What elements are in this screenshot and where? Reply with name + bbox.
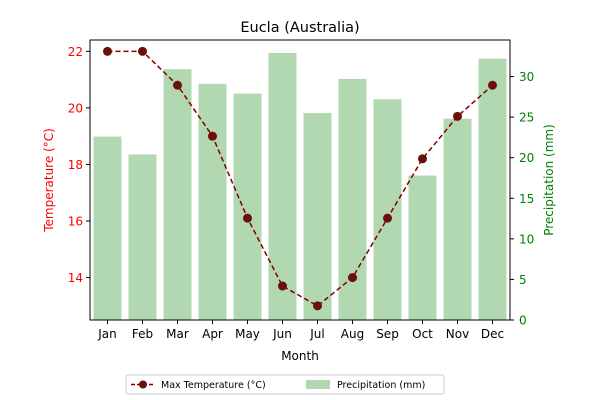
- precipitation-bar-dec: [478, 58, 507, 321]
- temperature-point-jul: [313, 301, 322, 311]
- y-right-tick-label: 25: [519, 111, 534, 125]
- legend-marker-temperature-dot: [139, 380, 147, 389]
- x-tick-label: Jun: [272, 327, 292, 341]
- legend-label-precipitation: Precipitation (mm): [337, 380, 425, 391]
- temperature-point-feb: [138, 46, 147, 56]
- y-right-tick-label: 0: [519, 314, 527, 328]
- precipitation-bar-mar: [163, 69, 192, 320]
- y-left-tick-label: 18: [68, 158, 83, 172]
- temperature-point-dec: [488, 80, 497, 90]
- temperature-point-may: [243, 213, 252, 223]
- legend: Max Temperature (°C) Precipitation (mm): [125, 374, 445, 395]
- precipitation-bar-apr: [198, 83, 227, 321]
- temperature-point-mar: [173, 80, 182, 90]
- precipitation-bar-feb: [128, 154, 157, 320]
- x-tick-label: Jan: [97, 327, 117, 341]
- temperature-point-apr: [208, 131, 217, 141]
- x-tick-label: Sep: [376, 327, 399, 341]
- x-tick-label: May: [235, 327, 260, 341]
- y-right-tick-label: 30: [519, 70, 534, 84]
- x-tick-label: Dec: [481, 327, 504, 341]
- y-left-tick-label: 20: [68, 101, 83, 115]
- x-tick-label: Nov: [446, 327, 469, 341]
- legend-label-temperature: Max Temperature (°C): [161, 380, 266, 391]
- y-right-tick-label: 15: [519, 192, 534, 206]
- temperature-point-nov: [453, 111, 462, 121]
- precipitation-bar-jan: [93, 136, 122, 320]
- precipitation-bar-sep: [373, 99, 402, 321]
- x-tick-label: Jul: [309, 327, 324, 341]
- temperature-point-jan: [103, 46, 112, 56]
- precipitation-bar-jun: [268, 52, 297, 321]
- y-axis-right-label: Precipitation (mm): [542, 124, 556, 236]
- temperature-point-oct: [418, 154, 427, 164]
- y-left-tick-label: 14: [68, 271, 83, 285]
- y-axis-right: 0 5 10 15 20 25 30: [510, 70, 534, 328]
- precipitation-bars: [93, 52, 507, 321]
- chart-title: Eucla (Australia): [240, 20, 359, 36]
- x-tick-label: Apr: [202, 327, 223, 341]
- x-tick-label: Aug: [341, 327, 364, 341]
- y-right-tick-label: 5: [519, 273, 527, 287]
- x-axis: Jan Feb Mar Apr May Jun Jul Aug Sep Oct Nov Dec: [97, 320, 504, 341]
- x-axis-label: Month: [281, 349, 319, 363]
- precipitation-bar-may: [233, 93, 262, 320]
- temperature-point-aug: [348, 273, 357, 283]
- temperature-line: [107, 50, 493, 307]
- x-tick-label: Mar: [166, 327, 189, 341]
- plot-frame: [89, 39, 511, 321]
- y-left-tick-label: 16: [68, 215, 83, 229]
- precipitation-bar-oct: [408, 175, 437, 320]
- legend-box: [125, 374, 445, 395]
- y-right-tick-label: 20: [519, 151, 534, 165]
- precipitation-bar-jul: [303, 113, 332, 320]
- y-axis-left: 14 16 18 20 22: [68, 45, 90, 285]
- x-tick-label: Feb: [132, 327, 153, 341]
- temperature-line-group: [103, 46, 497, 311]
- temperature-point-sep: [383, 213, 392, 223]
- temperature-point-jun: [278, 281, 287, 291]
- legend-marker-precipitation: [306, 380, 330, 389]
- y-axis-left-label: Temperature (°C): [42, 128, 56, 233]
- x-tick-label: Oct: [412, 327, 433, 341]
- precipitation-bar-nov: [443, 118, 472, 320]
- precipitation-bar-aug: [338, 78, 367, 321]
- y-right-tick-label: 10: [519, 232, 534, 246]
- y-left-tick-label: 22: [68, 45, 83, 59]
